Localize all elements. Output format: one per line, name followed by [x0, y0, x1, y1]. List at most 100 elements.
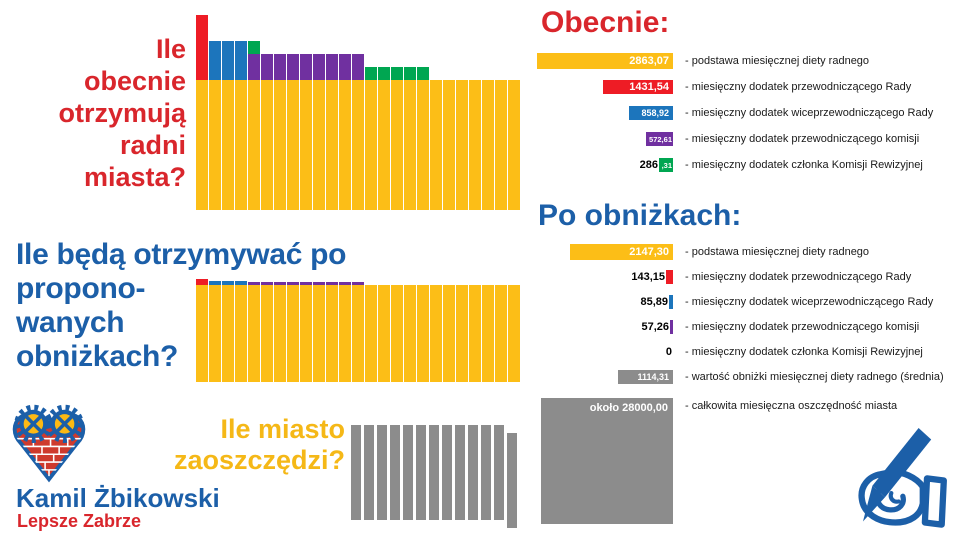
cuff-shape: [921, 475, 947, 528]
segment-base: [482, 285, 494, 382]
councilor-bar: [365, 67, 377, 210]
savings-bar: [468, 425, 478, 520]
councilor-bar: [495, 80, 507, 210]
segment-audit: [378, 67, 390, 80]
segment-committee: [248, 282, 260, 285]
segment-base: [391, 285, 403, 382]
segment-base: [196, 80, 208, 210]
councilor-bar: [274, 54, 286, 210]
councilor-bar: [456, 80, 468, 210]
legend-swatch-area: 2147,30: [540, 243, 673, 260]
segment-base: [469, 80, 481, 210]
legend-desc: - miesięczny dodatek przewodniczącego ko…: [685, 133, 920, 145]
segment-base: [417, 80, 429, 210]
segment-committee: [261, 54, 273, 80]
legend-color-bar: 2147,30: [570, 243, 673, 260]
segment-base: [222, 285, 234, 382]
legend-desc: - miesięczny dodatek przewodniczącego Ra…: [685, 81, 912, 93]
councilor-bar: [443, 80, 455, 210]
legend-color-bar: [670, 319, 673, 334]
councilor-bar: [326, 54, 338, 210]
councilor-bar: [404, 67, 416, 210]
segment-committee: [261, 282, 273, 285]
author-slogan: Lepsze Zabrze: [17, 511, 142, 531]
legend-desc: - miesięczny dodatek przewodniczącego Ra…: [685, 270, 912, 283]
savings-bar: [416, 425, 426, 520]
legend-value-outside: 143,15: [631, 270, 665, 283]
total-savings-desc: - całkowita miesięczna oszczędność miast…: [685, 400, 898, 412]
title-line: miasta?: [83, 162, 186, 192]
segment-base: [339, 80, 351, 210]
savings-bar: [377, 425, 387, 520]
segment-base: [287, 80, 299, 210]
councilor-bar: [248, 282, 260, 382]
segment-audit: [365, 67, 377, 80]
segment-committee: [326, 54, 338, 80]
savings-bar: [351, 425, 361, 520]
segment-chair: [196, 15, 208, 80]
councilor-bar: [417, 285, 429, 382]
title-line: radni: [119, 130, 186, 160]
segment-base: [378, 285, 390, 382]
councilor-bar: [313, 54, 325, 210]
segment-committee: [339, 54, 351, 80]
councilor-bar: [196, 279, 208, 382]
councilor-bar: [274, 282, 286, 382]
chart-current-salaries: [196, 14, 521, 210]
councilor-bar: [326, 282, 338, 382]
legend-value-outside: 57,26: [641, 320, 669, 333]
councilor-bar: [352, 54, 364, 210]
councilor-bar: [482, 80, 494, 210]
segment-base: [508, 285, 520, 382]
legend-item: 1431,54 - miesięczny dodatek przewodniczą…: [540, 74, 933, 100]
legend-current-title: Obecnie:: [541, 6, 670, 39]
legend-swatch-area: 143,15: [540, 269, 673, 284]
segment-audit: [417, 67, 429, 80]
councilor-bar: [300, 282, 312, 382]
legend-item: 85,89 - miesięczny dodatek wiceprzewodnic…: [540, 289, 944, 314]
title-line: propono-: [16, 272, 146, 305]
councilor-bar: [391, 67, 403, 210]
title-line: Ile będą otrzymywać po: [16, 238, 347, 271]
segment-committee: [326, 282, 338, 285]
segment-base: [235, 285, 247, 382]
legend-desc: - wartość obniżki miesięcznej diety radn…: [685, 370, 944, 383]
segment-base: [274, 285, 286, 382]
segment-base: [365, 80, 377, 210]
councilor-bar: [482, 285, 494, 382]
segment-base: [430, 80, 442, 210]
segment-committee: [300, 282, 312, 285]
councilor-bar: [196, 15, 208, 210]
legend-value-outside: 0: [665, 345, 672, 358]
councilor-bar: [209, 281, 221, 382]
segment-base: [313, 80, 325, 210]
savings-bar: [507, 433, 517, 528]
councilor-bar: [443, 285, 455, 382]
councilor-bar: [378, 285, 390, 382]
legend-swatch-area: 858,92: [540, 106, 673, 120]
segment-committee: [352, 54, 364, 80]
question-reduced-salaries: Ile będą otrzymywać po propono-wanych obni…: [16, 238, 446, 374]
legend-swatch-area: 85,89: [540, 294, 673, 309]
councilor-bar: [430, 285, 442, 382]
segment-base: [443, 80, 455, 210]
legend-desc: - podstawa miesięcznej diety radnego: [685, 55, 870, 67]
legend-color-bar: 572,61: [646, 132, 673, 146]
councilor-bar: [430, 80, 442, 210]
gear-right: [45, 404, 84, 443]
thumb-curl: [874, 488, 906, 513]
legend-desc: - miesięczny dodatek wiceprzewodnicząceg…: [685, 107, 934, 119]
segment-base: [352, 285, 364, 382]
councilor-bar: [352, 282, 364, 382]
segment-base: [352, 80, 364, 210]
legend-color-bar: [669, 294, 673, 309]
title-line: wanych: [16, 306, 125, 339]
chart-reduced-salaries: [196, 277, 521, 382]
chart-savings-bars: [351, 425, 517, 528]
segment-base: [339, 285, 351, 382]
legend-desc: - miesięczny dodatek członka Komisji Rew…: [685, 159, 923, 171]
segment-committee: [274, 282, 286, 285]
title-line: zaoszczędzi?: [173, 445, 345, 475]
legend-item: 0 - miesięczny dodatek członka Komisji Re…: [540, 339, 944, 364]
